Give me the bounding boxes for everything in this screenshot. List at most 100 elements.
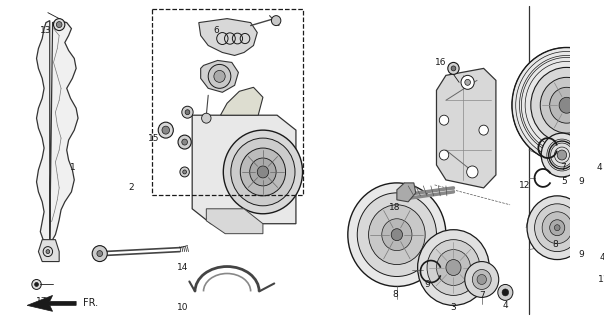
Polygon shape (201, 60, 239, 92)
Circle shape (427, 240, 480, 295)
Text: 8: 8 (553, 240, 558, 249)
Polygon shape (437, 68, 496, 188)
Circle shape (535, 204, 580, 252)
Circle shape (97, 251, 103, 257)
Circle shape (502, 289, 509, 296)
Circle shape (559, 97, 574, 113)
Text: 7: 7 (560, 164, 566, 172)
Circle shape (542, 212, 573, 244)
Circle shape (512, 47, 604, 163)
Circle shape (368, 205, 425, 265)
Circle shape (208, 64, 231, 88)
Circle shape (92, 246, 108, 261)
Circle shape (223, 130, 303, 214)
Circle shape (467, 166, 478, 178)
Polygon shape (199, 19, 257, 55)
Circle shape (202, 113, 211, 123)
Polygon shape (39, 240, 59, 261)
Text: 4: 4 (597, 164, 602, 172)
Circle shape (451, 66, 456, 71)
Circle shape (554, 225, 560, 231)
Circle shape (439, 150, 449, 160)
Text: 2: 2 (128, 183, 133, 192)
Circle shape (257, 166, 269, 178)
Circle shape (593, 152, 604, 164)
Circle shape (158, 122, 173, 138)
Text: 4: 4 (600, 253, 604, 262)
Circle shape (477, 275, 486, 284)
Circle shape (357, 193, 437, 276)
Circle shape (34, 283, 39, 286)
Text: 5: 5 (561, 177, 567, 187)
Circle shape (439, 115, 449, 125)
Circle shape (183, 170, 187, 174)
Text: 13: 13 (40, 26, 52, 35)
Text: 14: 14 (177, 263, 188, 272)
Text: 7: 7 (479, 291, 484, 300)
Text: 6: 6 (213, 26, 219, 35)
Circle shape (540, 77, 593, 133)
Circle shape (598, 257, 604, 273)
Circle shape (182, 106, 193, 118)
Polygon shape (220, 87, 263, 115)
Circle shape (32, 279, 41, 289)
Text: 9: 9 (578, 177, 583, 187)
Circle shape (465, 79, 471, 85)
Circle shape (54, 19, 65, 31)
Circle shape (448, 62, 459, 74)
Circle shape (231, 138, 295, 206)
Circle shape (598, 242, 603, 247)
Circle shape (461, 76, 474, 89)
Circle shape (214, 70, 225, 82)
Circle shape (437, 250, 471, 285)
Text: 10: 10 (177, 303, 188, 312)
Circle shape (43, 247, 53, 257)
Circle shape (178, 135, 191, 149)
Circle shape (550, 87, 583, 123)
Circle shape (249, 158, 276, 186)
Text: 11: 11 (598, 275, 604, 284)
Polygon shape (207, 209, 263, 234)
Circle shape (185, 110, 190, 115)
Text: 1: 1 (69, 164, 76, 172)
Polygon shape (36, 20, 78, 242)
Circle shape (472, 269, 491, 289)
Text: 3: 3 (451, 303, 457, 312)
Circle shape (557, 150, 567, 160)
Circle shape (382, 219, 412, 251)
Text: 18: 18 (389, 203, 400, 212)
Circle shape (348, 183, 446, 286)
Text: 9: 9 (424, 280, 430, 289)
Circle shape (240, 148, 286, 196)
Text: 17: 17 (36, 297, 47, 306)
Circle shape (602, 261, 604, 268)
Text: 9: 9 (578, 250, 583, 259)
Text: 12: 12 (518, 181, 530, 190)
Polygon shape (192, 115, 296, 224)
Circle shape (595, 239, 604, 251)
Text: 15: 15 (148, 133, 159, 143)
Circle shape (46, 250, 50, 253)
Circle shape (596, 156, 601, 161)
Circle shape (182, 139, 187, 145)
Circle shape (498, 284, 513, 300)
Circle shape (446, 260, 461, 276)
Circle shape (56, 22, 62, 28)
Circle shape (550, 220, 565, 236)
Polygon shape (397, 183, 416, 202)
Circle shape (541, 133, 583, 177)
Polygon shape (27, 295, 76, 311)
Circle shape (417, 230, 489, 305)
Text: 16: 16 (435, 58, 447, 67)
Circle shape (527, 196, 588, 260)
Circle shape (479, 125, 489, 135)
Circle shape (531, 68, 603, 143)
Text: 4: 4 (503, 301, 508, 310)
Bar (152, 9, 303, 195)
Circle shape (180, 167, 189, 177)
Circle shape (271, 16, 281, 26)
Circle shape (162, 126, 170, 134)
Circle shape (391, 229, 402, 241)
Text: 8: 8 (392, 290, 398, 299)
Circle shape (465, 261, 499, 297)
